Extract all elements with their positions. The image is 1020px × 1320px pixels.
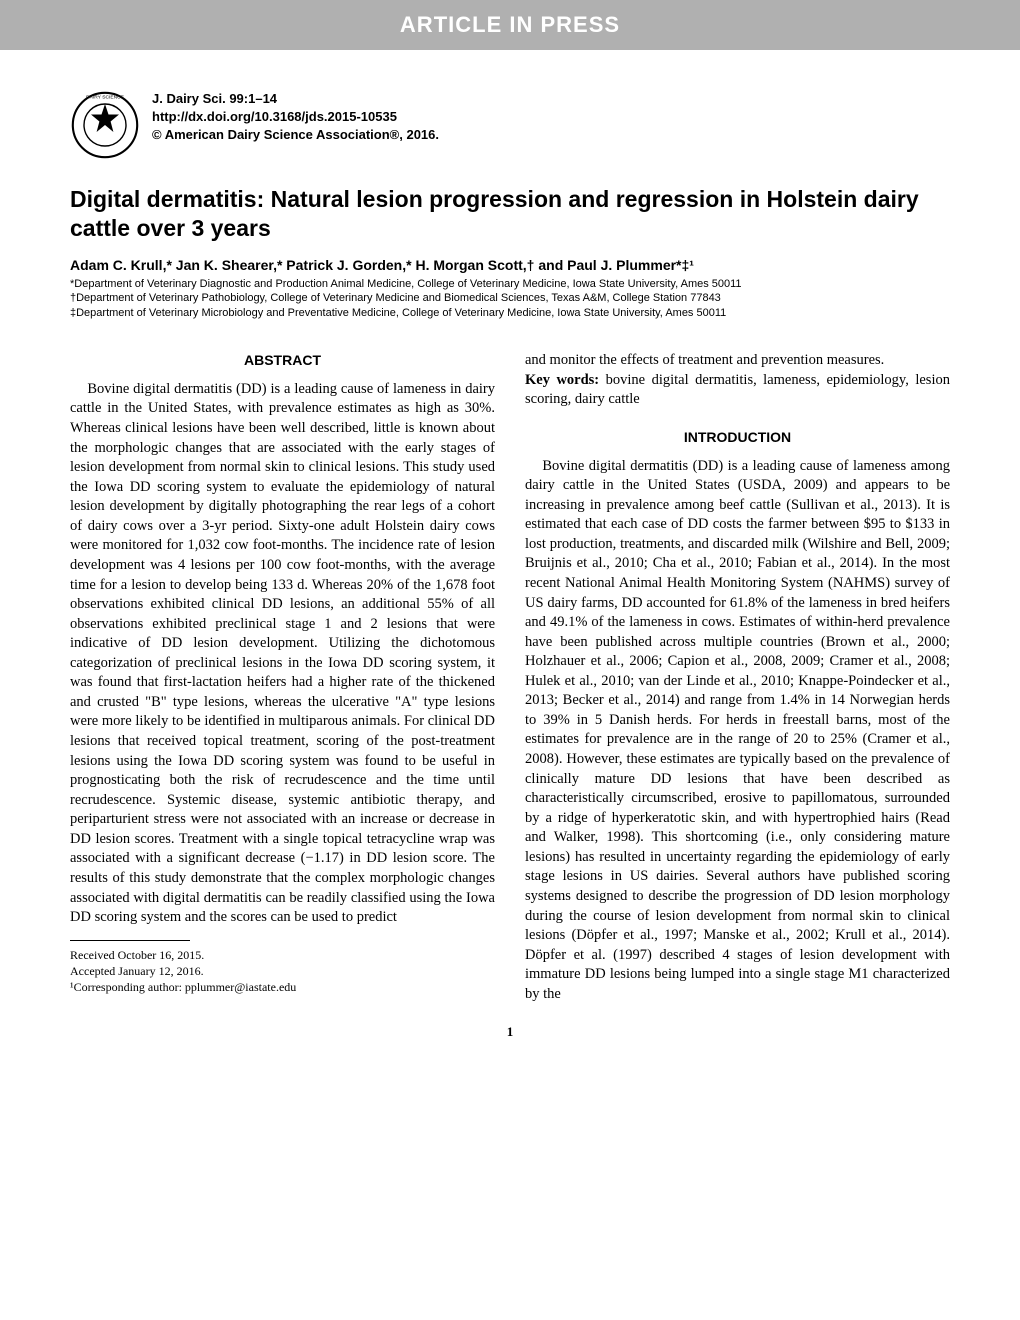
abstract-body: Bovine digital dermatitis (DD) is a lead…: [70, 380, 495, 928]
doi-link[interactable]: http://dx.doi.org/10.3168/jds.2015-10535: [152, 108, 439, 126]
received-date: Received October 16, 2015.: [70, 947, 495, 963]
two-column-body: ABSTRACT Bovine digital dermatitis (DD) …: [70, 351, 950, 1004]
page-content: DAIRY SCIENCE J. Dairy Sci. 99:1–14 http…: [0, 50, 1020, 1060]
right-column: and monitor the effects of treatment and…: [525, 351, 950, 1004]
adsa-logo: DAIRY SCIENCE: [70, 90, 140, 160]
copyright: © American Dairy Science Association®, 2…: [152, 126, 439, 144]
journal-meta-block: DAIRY SCIENCE J. Dairy Sci. 99:1–14 http…: [70, 90, 950, 160]
svg-text:DAIRY SCIENCE: DAIRY SCIENCE: [86, 94, 125, 100]
article-title: Digital dermatitis: Natural lesion progr…: [70, 185, 950, 243]
introduction-body: Bovine digital dermatitis (DD) is a lead…: [525, 457, 950, 1005]
affiliations: *Department of Veterinary Diagnostic and…: [70, 277, 950, 322]
abstract-continuation: and monitor the effects of treatment and…: [525, 351, 950, 371]
author-list: Adam C. Krull,* Jan K. Shearer,* Patrick…: [70, 257, 950, 273]
abstract-heading: ABSTRACT: [70, 351, 495, 370]
left-column: ABSTRACT Bovine digital dermatitis (DD) …: [70, 351, 495, 1004]
journal-citation: J. Dairy Sci. 99:1–14: [152, 90, 439, 108]
footnote-rule: [70, 940, 190, 941]
article-in-press-banner: ARTICLE IN PRESS: [0, 0, 1020, 50]
affiliation-2: †Department of Veterinary Pathobiology, …: [70, 291, 950, 306]
keywords-label: Key words:: [525, 372, 599, 388]
introduction-heading: INTRODUCTION: [525, 428, 950, 447]
affiliation-1: *Department of Veterinary Diagnostic and…: [70, 277, 950, 292]
journal-meta-text: J. Dairy Sci. 99:1–14 http://dx.doi.org/…: [152, 90, 439, 145]
corresponding-author: ¹Corresponding author: pplummer@iastate.…: [70, 979, 495, 995]
page-number: 1: [70, 1024, 950, 1040]
affiliation-3: ‡Department of Veterinary Microbiology a…: [70, 306, 950, 321]
footnotes: Received October 16, 2015. Accepted Janu…: [70, 947, 495, 996]
accepted-date: Accepted January 12, 2016.: [70, 963, 495, 979]
keywords-line: Key words: bovine digital dermatitis, la…: [525, 371, 950, 410]
